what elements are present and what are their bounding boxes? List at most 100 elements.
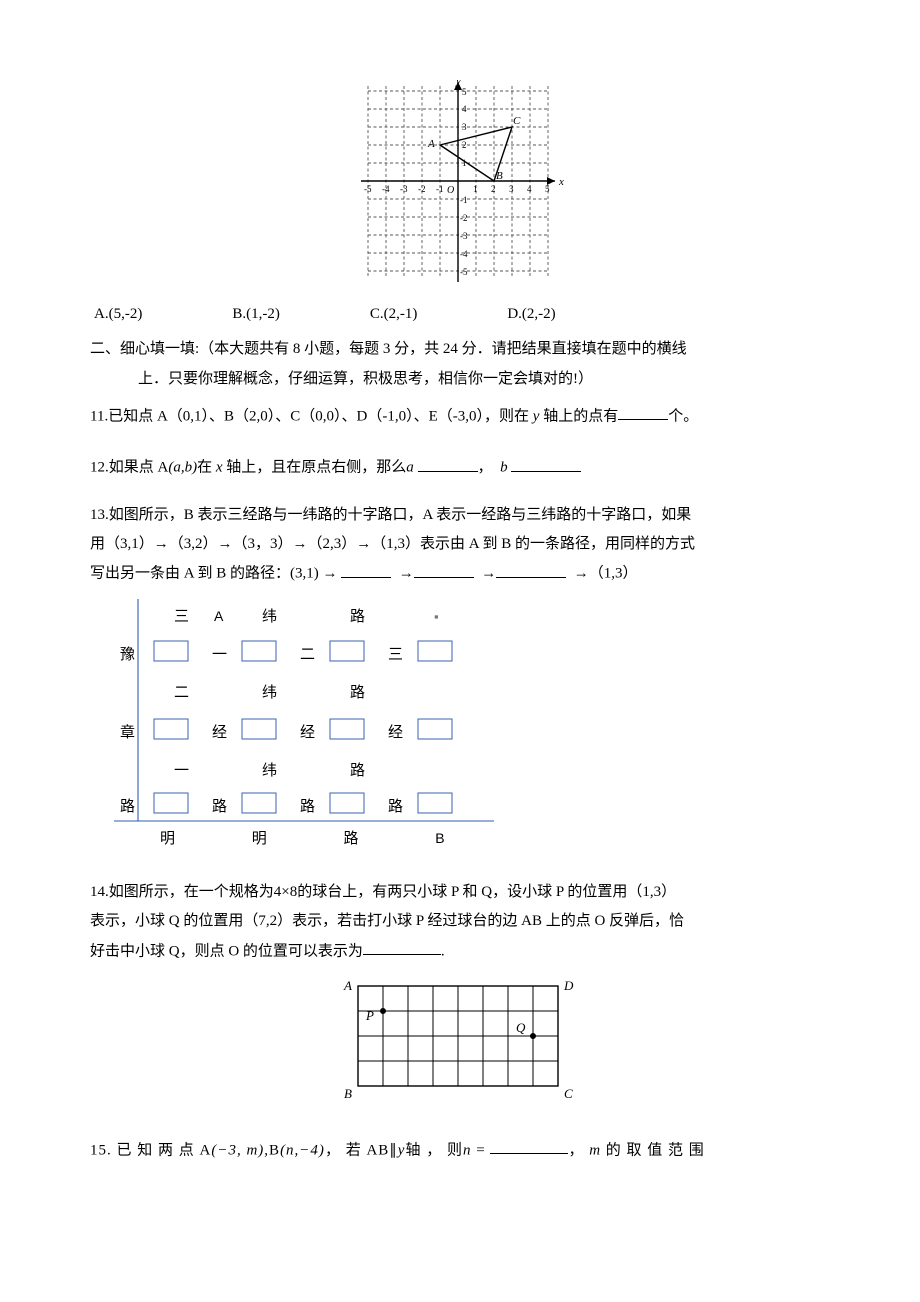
q12-mid1: 在 <box>197 460 212 476</box>
q15-blank-n <box>490 1136 568 1154</box>
svg-text:路: 路 <box>388 798 403 815</box>
svg-text:纬: 纬 <box>262 684 277 701</box>
q13: 13.如图所示，B 表示三经路与一纬路的十字路口，A 表示一经路与三纬路的十字路… <box>90 501 830 589</box>
q11-axis: y <box>533 408 540 424</box>
q15-eq: = <box>471 1142 490 1158</box>
q14: 14.如图所示，在一个规格为4×8的球台上，有两只小球 P 和 Q，设小球 P … <box>90 878 830 966</box>
svg-text:二: 二 <box>300 647 315 663</box>
q15-pre: 15. 已 知 两 点 A <box>90 1142 211 1158</box>
q14-tail: . <box>441 943 445 959</box>
svg-text:二: 二 <box>174 685 189 701</box>
q15-sep1: ,B <box>264 1142 280 1158</box>
svg-text:1: 1 <box>473 184 478 194</box>
svg-text:A: A <box>343 978 352 993</box>
roadmap-bottom-2: 明 <box>252 825 340 854</box>
svg-text:-4: -4 <box>460 249 468 259</box>
svg-text:2: 2 <box>462 140 467 150</box>
q13-l3b: → <box>399 566 414 582</box>
q13-blank1 <box>341 559 391 577</box>
svg-text:3: 3 <box>462 122 467 132</box>
svg-text:三: 三 <box>388 647 403 663</box>
svg-text:-3: -3 <box>460 231 468 241</box>
svg-text:一: 一 <box>212 647 227 663</box>
q14-figure: A D B C P Q <box>90 978 830 1118</box>
svg-text:A: A <box>214 608 224 624</box>
q15-B: (n,−4) <box>280 1142 325 1158</box>
section-2-line2: 上．只要你理解概念，仔细运算，积极思考，相信你一定会填对的!） <box>90 365 830 394</box>
roadmap-bottom-1: 明 <box>160 825 248 854</box>
option-c: C.(2,-1) <box>370 300 418 329</box>
svg-text:O: O <box>447 185 454 196</box>
option-a: A.(5,-2) <box>94 300 142 329</box>
q15-sep2: ， <box>568 1142 589 1158</box>
q14-l1b: 的球台上，有两只小球 P 和 Q，设小球 P 的位置用（1,3） <box>297 884 676 900</box>
svg-text:A: A <box>427 138 435 150</box>
q13-blank3 <box>496 559 566 577</box>
svg-text:豫: 豫 <box>120 646 135 663</box>
q14-l1: 14.如图所示，在一个规格为4×8的球台上，有两只小球 P 和 Q，设小球 P … <box>90 878 830 907</box>
q12-blank-b <box>511 453 581 471</box>
svg-text:路: 路 <box>120 798 135 815</box>
svg-text:x: x <box>558 176 564 188</box>
svg-text:经: 经 <box>300 724 315 741</box>
q10-figure: y x -5 -4 -3 -2 -1 1 2 3 4 5 1 2 3 4 5 -… <box>90 80 830 294</box>
q14-l2: 表示，小球 Q 的位置用（7,2）表示，若击打小球 P 经过球台的边 AB 上的… <box>90 907 830 936</box>
svg-text:路: 路 <box>212 798 227 815</box>
q13-l2: 用（3,1）→（3,2）→（3，3）→（2,3）→（1,3）表示由 A 到 B … <box>90 530 830 559</box>
svg-text:y: y <box>455 80 461 87</box>
q11-post1: 轴上的点有 <box>543 408 618 424</box>
q12-b: b <box>500 460 508 476</box>
q12-pre: 12.如果点 A <box>90 460 168 476</box>
svg-text:经: 经 <box>388 724 403 741</box>
svg-text:5: 5 <box>545 184 550 194</box>
q14-blank <box>363 937 441 955</box>
svg-text:-1: -1 <box>436 184 444 194</box>
option-d: D.(2,-2) <box>507 300 555 329</box>
q15-mid2: 轴 ， 则 <box>405 1142 463 1158</box>
q15: 15. 已 知 两 点 A(−3, m),B(n,−4)， 若 AB∥y轴 ， … <box>90 1136 830 1166</box>
q13-l3: 写出另一条由 A 到 B 的路径：(3,1) → → → →（1,3） <box>90 559 830 589</box>
svg-text:纬: 纬 <box>262 762 277 779</box>
svg-text:-1: -1 <box>460 195 468 205</box>
svg-text:-2: -2 <box>418 184 426 194</box>
q12-mid2: 轴上，且在原点右侧，那么 <box>226 460 406 476</box>
q12-sep: ， <box>478 460 493 476</box>
svg-text:三: 三 <box>174 609 189 625</box>
svg-text:路: 路 <box>350 684 365 701</box>
section-2-line1: 二、细心填一填:（本大题共有 8 小题，每题 3 分，共 24 分．请把结果直接… <box>90 335 830 364</box>
q10-options: A.(5,-2) B.(1,-2) C.(2,-1) D.(2,-2) <box>94 300 830 329</box>
q15-tail: 的 取 值 范 围 <box>601 1142 705 1158</box>
roadmap-label-b: B <box>435 830 444 846</box>
svg-text:纬: 纬 <box>262 608 277 625</box>
q13-blank2 <box>414 559 474 577</box>
q14-l3a: 好击中小球 Q，则点 O 的位置可以表示为 <box>90 943 363 959</box>
q13-l3c: → <box>481 566 496 582</box>
svg-text:Q: Q <box>516 1020 526 1035</box>
svg-text:3: 3 <box>509 184 514 194</box>
svg-text:-5: -5 <box>460 267 468 277</box>
svg-text:C: C <box>513 115 521 127</box>
svg-text:-4: -4 <box>382 184 390 194</box>
svg-text:经: 经 <box>212 724 227 741</box>
svg-text:一: 一 <box>174 763 189 779</box>
q12-ab: (a,b) <box>168 460 197 476</box>
q15-mid: ， 若 AB∥ <box>325 1142 398 1158</box>
svg-text:▪: ▪ <box>434 609 439 624</box>
svg-text:-3: -3 <box>400 184 408 194</box>
q13-roadmap: 三 A 纬 路 ▪ 豫 一 二 三 二 纬 路 章 经 经 经 一 纬 路 路 … <box>114 599 830 854</box>
q14-l1a: 14.如图所示，在一个规格为 <box>90 884 274 900</box>
q14-dim: 4×8 <box>274 884 297 900</box>
option-b: B.(1,-2) <box>232 300 280 329</box>
svg-text:4: 4 <box>527 184 532 194</box>
q13-l3a: 写出另一条由 A 到 B 的路径：(3,1) → <box>90 566 338 582</box>
svg-text:B: B <box>496 170 503 182</box>
q13-l3d: →（1,3） <box>574 566 638 582</box>
q11-pre: 11.已知点 A（0,1）、B（2,0）、C（0,0）、D（-1,0）、E（-3… <box>90 408 529 424</box>
svg-text:D: D <box>563 978 574 993</box>
section-2-header: 二、细心填一填:（本大题共有 8 小题，每题 3 分，共 24 分．请把结果直接… <box>90 335 830 394</box>
svg-text:路: 路 <box>350 762 365 779</box>
q11-post2: 个。 <box>668 408 698 424</box>
q15-m: m <box>589 1142 601 1158</box>
svg-text:-2: -2 <box>460 213 468 223</box>
svg-text:-5: -5 <box>364 184 372 194</box>
